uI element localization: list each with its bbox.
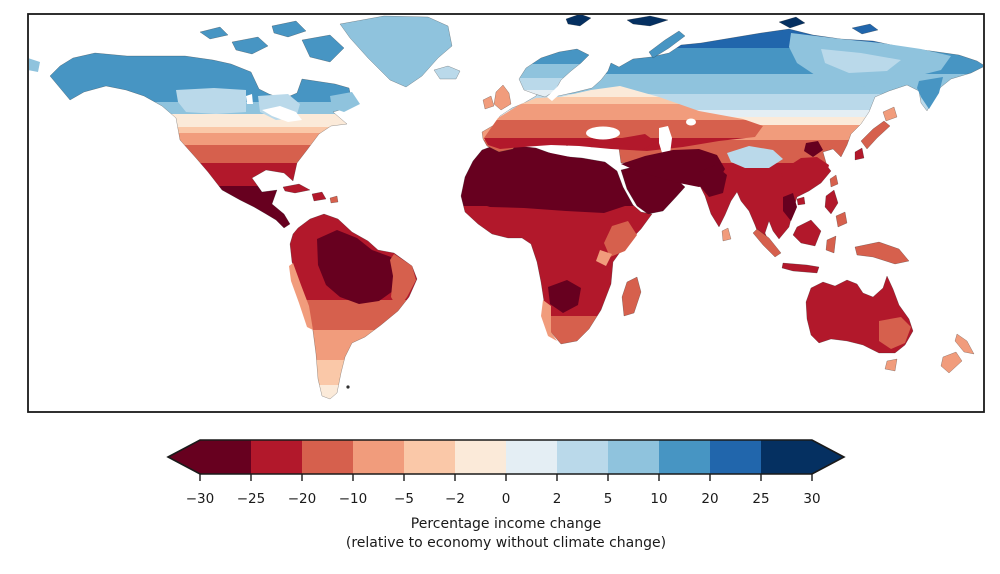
region-east-africa-light bbox=[596, 250, 612, 266]
region-arctic-island-ellesmere bbox=[271, 20, 307, 38]
colorbar-segment bbox=[506, 440, 557, 474]
region-honshu bbox=[860, 120, 891, 150]
region-newfoundland bbox=[330, 92, 360, 112]
map-frame bbox=[27, 13, 985, 413]
region-cuba bbox=[282, 183, 311, 194]
region-hainan bbox=[796, 196, 806, 206]
region-namibia-coast bbox=[541, 300, 557, 341]
region-bc-prairies bbox=[176, 88, 246, 114]
colorbar-segment bbox=[404, 440, 455, 474]
region-angola-zambia bbox=[548, 280, 581, 313]
region-indochina bbox=[783, 193, 797, 221]
tick-label: −25 bbox=[237, 491, 266, 507]
colorbar-title-line1: Percentage income change bbox=[411, 516, 601, 532]
region-kamchatka bbox=[917, 77, 943, 109]
region-madagascar bbox=[621, 276, 642, 317]
tick-label: −20 bbox=[288, 491, 317, 507]
region-europe bbox=[484, 86, 763, 151]
world-map bbox=[29, 15, 983, 400]
region-arctic-island-victoria bbox=[231, 36, 269, 55]
region-svalbard bbox=[565, 15, 592, 27]
tick-label: 30 bbox=[803, 491, 820, 507]
region-ne-china bbox=[804, 141, 823, 157]
tick-label: 2 bbox=[553, 491, 562, 507]
region-iceland bbox=[433, 65, 461, 80]
region-amazon-basin bbox=[317, 230, 398, 304]
region-kyushu bbox=[854, 147, 865, 161]
region-ne-brazil bbox=[390, 254, 416, 309]
region-novaya-zemlya bbox=[648, 30, 686, 59]
region-borneo bbox=[792, 219, 822, 247]
colorbar-segment bbox=[251, 440, 302, 474]
region-sumatra bbox=[752, 228, 782, 258]
colorbar-right-arrow bbox=[812, 440, 844, 474]
region-greenland bbox=[339, 15, 453, 88]
region-tasmania bbox=[884, 358, 898, 372]
colorbar-segment bbox=[761, 440, 812, 474]
colorbar-ticks bbox=[199, 474, 813, 481]
region-new-siberian-islands bbox=[851, 23, 879, 35]
region-east-siberia-inner bbox=[821, 49, 901, 73]
region-north-america bbox=[49, 52, 354, 229]
colorbar-segment bbox=[302, 440, 353, 474]
region-hokkaido bbox=[882, 106, 898, 122]
region-franz-josef-land bbox=[626, 15, 669, 27]
region-tibet bbox=[727, 146, 783, 168]
region-arctic-island-banks bbox=[199, 26, 229, 40]
colorbar-segment bbox=[200, 440, 251, 474]
tick-label: 25 bbox=[752, 491, 769, 507]
colorbar-title-line2: (relative to economy without climate cha… bbox=[346, 535, 666, 551]
region-caucasus bbox=[622, 134, 656, 150]
tick-label: −30 bbox=[186, 491, 215, 507]
baltic-sea-water bbox=[547, 75, 573, 101]
colorbar-left-arrow bbox=[168, 440, 200, 474]
region-scandinavia bbox=[518, 48, 590, 98]
region-taiwan bbox=[829, 174, 839, 188]
colorbar-tick-labels: −30 −25 −20 −10 −5 −2 0 2 5 10 20 25 30 bbox=[186, 491, 821, 507]
colorbar-segment bbox=[710, 440, 761, 474]
region-chukotka-sliver bbox=[29, 58, 40, 72]
lake-winnipeg-water bbox=[246, 94, 253, 104]
region-arctic-island-baffin bbox=[301, 34, 345, 63]
colorbar-segment bbox=[557, 440, 608, 474]
tick-label: −5 bbox=[394, 491, 414, 507]
region-peru-coast bbox=[289, 263, 313, 330]
great-lakes-water bbox=[262, 106, 302, 122]
region-china-east bbox=[781, 157, 829, 193]
region-nz-south-island bbox=[940, 351, 963, 374]
tick-label: −10 bbox=[339, 491, 368, 507]
region-falkland-islands bbox=[346, 385, 350, 389]
caspian-sea-water bbox=[659, 126, 672, 156]
tick-label: 10 bbox=[650, 491, 667, 507]
region-puerto-rico bbox=[329, 195, 339, 204]
tick-label: 0 bbox=[502, 491, 511, 507]
colorbar: −30 −25 −20 −10 −5 −2 0 2 5 10 20 25 30 … bbox=[166, 439, 846, 551]
tick-label: 5 bbox=[604, 491, 613, 507]
region-nz-north-island bbox=[954, 333, 975, 355]
region-east-africa bbox=[604, 221, 637, 257]
region-nw-india bbox=[699, 165, 727, 197]
region-new-south-wales bbox=[879, 317, 911, 349]
region-java bbox=[781, 262, 820, 274]
colorbar-segment bbox=[659, 440, 710, 474]
black-sea-water bbox=[586, 126, 620, 140]
region-great-britain bbox=[493, 84, 512, 111]
region-ireland bbox=[482, 95, 495, 110]
region-sri-lanka bbox=[721, 227, 732, 242]
colorbar-segment bbox=[608, 440, 659, 474]
region-new-guinea bbox=[854, 241, 910, 265]
region-hispaniola bbox=[311, 191, 327, 202]
region-severnaya-zemlya bbox=[778, 16, 806, 29]
aral-sea-water bbox=[686, 118, 696, 126]
tick-label: −2 bbox=[445, 491, 465, 507]
region-philippines-south bbox=[835, 211, 848, 228]
region-sahara bbox=[463, 147, 631, 213]
region-philippines-north bbox=[824, 189, 839, 215]
colorbar-segment bbox=[455, 440, 506, 474]
tick-label: 20 bbox=[701, 491, 718, 507]
region-sulawesi bbox=[825, 235, 837, 254]
colorbar-segment bbox=[353, 440, 404, 474]
